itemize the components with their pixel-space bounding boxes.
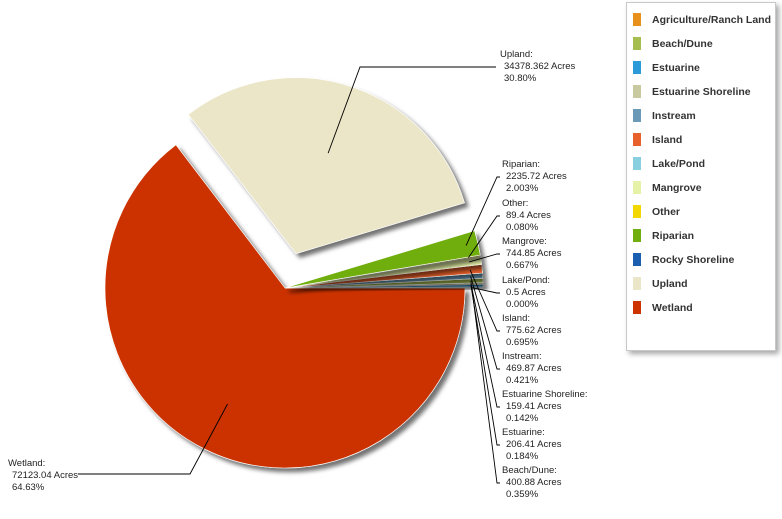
legend-swatch: [633, 133, 641, 146]
data-label-riparian-name: Riparian:: [502, 159, 540, 170]
data-label-estuarine-acres: 206.41 Acres: [506, 439, 562, 450]
data-label-estuarine-percent: 0.184%: [506, 451, 539, 462]
legend-swatch: [633, 301, 641, 314]
legend-swatch: [633, 13, 641, 26]
data-label-wetland-name: Wetland:: [8, 458, 45, 469]
legend-label: Upland: [652, 277, 688, 290]
leader-lines: [78, 66, 500, 484]
data-label-riparian-acres: 2235.72 Acres: [506, 171, 567, 182]
leader-line-mangrove: [469, 253, 500, 263]
data-label-estuarine-shoreline-name: Estuarine Shoreline:: [502, 389, 588, 400]
data-label-instream-acres: 469.87 Acres: [506, 363, 562, 374]
legend-item-island[interactable]: Island: [633, 133, 682, 146]
legend-label: Estuarine: [652, 61, 700, 74]
legend-label: Instream: [652, 109, 696, 122]
legend-label: Riparian: [652, 229, 695, 242]
legend-item-estuarine-shoreline[interactable]: Estuarine Shoreline: [633, 85, 751, 98]
legend-swatch: [633, 181, 641, 194]
legend-item-riparian[interactable]: Riparian: [633, 229, 694, 242]
legend-item-estuarine[interactable]: Estuarine: [633, 61, 700, 74]
leader-line-other: [468, 215, 500, 258]
data-label-island-acres: 775.62 Acres: [506, 325, 562, 336]
slice-labels: Wetland:72123.04 Acres64.63%Lake/Pond:0.…: [8, 49, 588, 500]
legend-label: Other: [652, 205, 681, 218]
legend-label: Lake/Pond: [652, 157, 706, 170]
data-label-upland-percent: 30.80%: [504, 73, 537, 84]
legend-label: Rocky Shoreline: [652, 253, 735, 266]
data-label-estuarine-name: Estuarine:: [502, 427, 545, 438]
data-label-beach-dune-percent: 0.359%: [506, 489, 539, 500]
data-label-riparian-percent: 2.003%: [506, 183, 539, 194]
legend-swatch: [633, 205, 641, 218]
data-label-instream-percent: 0.421%: [506, 375, 539, 386]
data-label-beach-dune-acres: 400.88 Acres: [506, 477, 562, 488]
legend-swatch: [633, 37, 641, 50]
data-label-beach-dune-name: Beach/Dune:: [502, 465, 557, 476]
legend-swatch: [633, 109, 641, 122]
data-label-island-percent: 0.695%: [506, 337, 539, 348]
leader-line-beach-dune: [470, 280, 500, 484]
legend-item-mangrove[interactable]: Mangrove: [633, 181, 702, 194]
leader-line-island: [469, 269, 500, 332]
legend-label: Wetland: [652, 301, 693, 314]
legend-item-rocky-shoreline[interactable]: Rocky Shoreline: [633, 253, 734, 266]
legend-item-beach-dune[interactable]: Beach/Dune: [633, 37, 713, 50]
data-label-mangrove-name: Mangrove:: [502, 236, 547, 247]
data-label-lake-pond-acres: 0.5 Acres: [506, 287, 546, 298]
legend-swatch: [633, 277, 641, 290]
data-label-lake-pond-name: Lake/Pond:: [502, 275, 550, 286]
pie-slices: [104, 77, 484, 469]
legend-item-other[interactable]: Other: [633, 205, 680, 218]
data-label-mangrove-percent: 0.667%: [506, 260, 539, 271]
data-label-other-name: Other:: [502, 198, 528, 209]
legend-swatch: [633, 85, 641, 98]
legend-item-instream[interactable]: Instream: [633, 109, 696, 122]
data-label-island-name: Island:: [502, 313, 530, 324]
data-label-instream-name: Instream:: [502, 351, 542, 362]
data-label-lake-pond-percent: 0.000%: [506, 299, 539, 310]
legend-swatch: [633, 157, 641, 170]
data-label-upland-name: Upland:: [500, 49, 533, 60]
legend-label: Beach/Dune: [652, 37, 713, 50]
leader-line-estuarine: [470, 285, 500, 446]
legend-item-upland[interactable]: Upland: [633, 277, 688, 290]
legend-label: Estuarine Shoreline: [652, 85, 751, 98]
data-label-upland-acres: 34378.362 Acres: [504, 61, 576, 72]
pie-slice-riparian[interactable]: [284, 230, 481, 289]
leader-line-riparian: [465, 176, 500, 246]
data-label-other-percent: 0.080%: [506, 222, 539, 233]
leader-line-lake-pond: [470, 286, 500, 294]
data-label-estuarine-shoreline-acres: 159.41 Acres: [506, 401, 562, 412]
data-label-wetland-acres: 72123.04 Acres: [12, 470, 78, 481]
legend-item-lake-pond[interactable]: Lake/Pond: [633, 157, 705, 170]
legend: Agriculture/Ranch Land Beach/Dune Estuar…: [626, 2, 776, 351]
leader-line-upland: [327, 66, 496, 154]
data-label-wetland-percent: 64.63%: [12, 482, 45, 493]
data-label-estuarine-shoreline-percent: 0.142%: [506, 413, 539, 424]
leader-line-estuarine-shoreline: [470, 283, 500, 408]
legend-label: Island: [652, 133, 683, 146]
legend-item-agriculture-ranch-land[interactable]: Agriculture/Ranch Land: [633, 13, 771, 26]
legend-swatch: [633, 253, 641, 266]
pie-slice-wetland[interactable]: [104, 144, 466, 469]
data-label-other-acres: 89.4 Acres: [506, 210, 551, 221]
leader-line-instream: [470, 276, 500, 370]
legend-swatch: [633, 229, 641, 242]
data-label-mangrove-acres: 744.85 Acres: [506, 248, 562, 259]
leader-line-wetland: [78, 403, 228, 475]
pie-chart: Wetland:72123.04 Acres64.63%Lake/Pond:0.…: [8, 49, 588, 500]
pie-slice-upland[interactable]: [187, 77, 465, 255]
legend-label: Mangrove: [652, 181, 702, 194]
legend-swatch: [633, 61, 641, 74]
legend-item-wetland[interactable]: Wetland: [633, 301, 693, 314]
legend-label: Agriculture/Ranch Land: [652, 13, 772, 26]
